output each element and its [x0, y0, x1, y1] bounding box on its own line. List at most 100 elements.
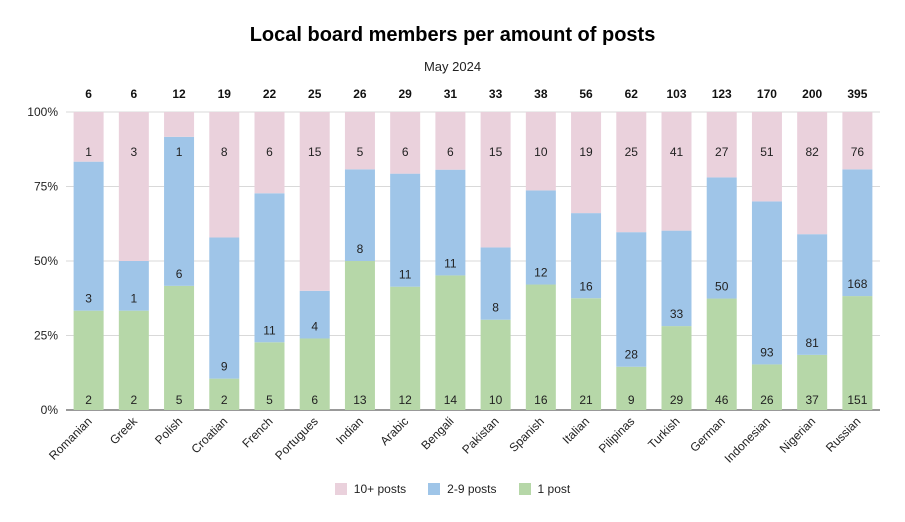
data-label: 5	[176, 393, 183, 407]
bar-segment	[344, 169, 375, 261]
bar-segment	[118, 112, 149, 261]
data-label: 15	[308, 145, 322, 159]
bar-segment	[209, 237, 240, 379]
bar-segment	[73, 161, 104, 311]
bar-segment	[164, 112, 195, 137]
total-label: 26	[353, 87, 367, 101]
bar-segment	[571, 112, 602, 214]
legend-item-1-post[interactable]: 1 post	[518, 482, 571, 496]
total-label: 33	[489, 87, 503, 101]
data-label: 19	[579, 145, 593, 159]
data-label: 51	[760, 145, 774, 159]
bar-segment	[616, 232, 647, 367]
bar-segment	[751, 364, 782, 410]
bar-segment	[706, 112, 737, 178]
bar-segment	[209, 112, 240, 238]
data-label: 1	[85, 145, 92, 159]
legend: 10+ posts 2-9 posts 1 post	[0, 482, 905, 496]
data-label: 6	[266, 145, 273, 159]
x-tick-label: Italian	[560, 414, 593, 447]
data-label: 11	[399, 268, 412, 282]
chart-title: Local board members per amount of posts	[249, 24, 656, 46]
data-label: 5	[357, 145, 364, 159]
bar-segment	[616, 112, 647, 233]
bar-segment	[661, 230, 692, 327]
total-label: 103	[666, 87, 686, 101]
bar-segment	[390, 173, 421, 287]
x-tick-label: Spanish	[506, 414, 547, 455]
x-tick-label: Greek	[107, 414, 141, 448]
bar-segment	[73, 310, 104, 410]
data-label: 16	[579, 279, 593, 293]
data-label: 16	[534, 393, 548, 407]
x-tick-label: Turkish	[645, 414, 682, 451]
total-label: 38	[534, 87, 548, 101]
total-label: 395	[847, 87, 867, 101]
total-label: 31	[444, 87, 458, 101]
bar-segment	[797, 234, 828, 355]
data-label: 21	[579, 393, 593, 407]
legend-label: 10+ posts	[353, 482, 407, 496]
data-label: 4	[311, 319, 318, 333]
data-label: 27	[715, 145, 729, 159]
data-label: 8	[357, 242, 364, 256]
legend-item-2-9-posts[interactable]: 2-9 posts	[428, 482, 497, 496]
total-label: 22	[263, 87, 277, 101]
x-tick-label: Indian	[333, 414, 366, 447]
bar-segment	[571, 213, 602, 299]
bar-segment	[344, 261, 375, 410]
data-label: 82	[805, 145, 819, 159]
bar-segment	[164, 285, 195, 410]
data-label: 81	[805, 336, 819, 350]
legend-swatch	[334, 483, 347, 495]
bar-segment	[706, 177, 737, 299]
bar-segment	[435, 112, 466, 170]
data-label: 46	[715, 393, 729, 407]
legend-item-10-plus-posts[interactable]: 10+ posts	[334, 482, 407, 496]
y-tick-label: 75%	[34, 180, 58, 194]
bar-segment	[571, 298, 602, 410]
total-label: 62	[625, 87, 639, 101]
legend-label: 1 post	[537, 482, 571, 496]
bar-segment	[525, 284, 556, 410]
bar-segment	[390, 112, 421, 174]
data-label: 1	[130, 292, 137, 306]
total-label: 123	[712, 87, 732, 101]
bar-segment	[118, 310, 149, 410]
data-label: 10	[489, 393, 503, 407]
bar-segment	[254, 342, 285, 410]
bar-segment	[164, 136, 195, 286]
total-label: 25	[308, 87, 322, 101]
bar-segment	[299, 112, 330, 291]
bar-segment	[73, 112, 104, 162]
bar-segment	[842, 169, 873, 297]
x-tick-label: Pakistan	[459, 414, 501, 456]
y-tick-label: 0%	[41, 403, 59, 417]
total-label: 29	[398, 87, 412, 101]
bar-segment	[797, 112, 828, 235]
data-label: 28	[625, 348, 639, 362]
data-label: 13	[353, 393, 367, 407]
data-label: 151	[847, 393, 867, 407]
data-label: 12	[534, 266, 548, 280]
bar-segment	[797, 354, 828, 410]
bar-segment	[435, 275, 466, 410]
chart-subtitle: May 2024	[423, 59, 482, 74]
x-tick-label: Portugues	[272, 414, 321, 463]
bar-segment	[525, 112, 556, 191]
data-label: 9	[628, 393, 635, 407]
data-label: 15	[489, 145, 503, 159]
data-label: 10	[534, 145, 548, 159]
y-tick-label: 100%	[27, 105, 58, 119]
legend-swatch	[428, 483, 441, 495]
data-label: 6	[176, 267, 183, 281]
bar-segment	[661, 112, 692, 231]
bar-segment	[299, 290, 330, 339]
data-label: 37	[805, 393, 819, 407]
bar-segment	[209, 378, 240, 410]
data-label: 12	[398, 393, 412, 407]
data-label: 93	[760, 345, 774, 359]
total-label: 6	[85, 87, 92, 101]
total-label: 6	[130, 87, 137, 101]
